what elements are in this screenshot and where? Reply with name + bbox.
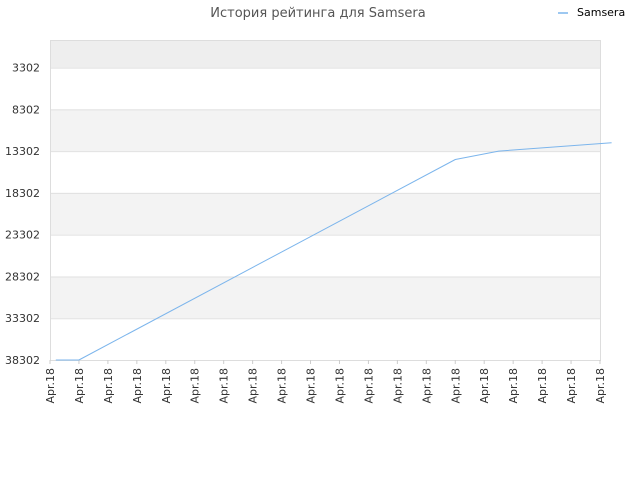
y-tick-label: 3302 [12, 62, 40, 75]
x-tick-label: Apr.18 [449, 368, 462, 404]
legend[interactable]: Samsera [558, 6, 625, 19]
y-tick-label: 28302 [5, 270, 40, 283]
x-tick-label: Apr.18 [565, 368, 578, 404]
x-tick-label: Apr.18 [276, 368, 289, 404]
series-layer [55, 142, 612, 361]
y-axis-tick-labels: 3302 8302 13302 18302 23302 28302 33302 38302 [5, 62, 40, 367]
x-tick-label: Apr.18 [333, 368, 346, 404]
legend-label: Samsera [577, 6, 625, 19]
x-tick-label: Apr.18 [160, 368, 173, 404]
y-tick-label: 33302 [5, 312, 40, 325]
y-tick-label: 38302 [5, 354, 40, 367]
x-tick-label: Apr.18 [218, 368, 231, 404]
x-tick-label: Apr.18 [189, 368, 202, 404]
plot-border [50, 40, 601, 361]
plot-band [50, 318, 600, 360]
x-axis-tick-labels: Apr.18 Apr.18 Apr.18 Apr.18 Apr.18 Apr.18 Apr.… [44, 360, 607, 404]
x-tick-label: Apr.18 [507, 368, 520, 404]
y-tick-label: 18302 [5, 187, 40, 200]
x-tick-label: Apr.18 [131, 368, 144, 404]
x-tick-label: Apr.18 [536, 368, 549, 404]
x-tick-label: Apr.18 [73, 368, 86, 404]
plot-band [50, 192, 600, 235]
x-tick-label: Apr.18 [44, 368, 57, 404]
plot-band [50, 234, 600, 277]
y-tick-label: 13302 [5, 145, 40, 158]
x-tick-label: Apr.18 [102, 368, 115, 404]
plot-band [50, 67, 600, 110]
y-tick-label: 23302 [5, 229, 40, 242]
series-line-samsera [55, 142, 612, 361]
plot-bands [50, 40, 600, 360]
plot-band [50, 151, 600, 193]
x-tick-label: Apr.18 [391, 368, 404, 404]
x-tick-label: Apr.18 [478, 368, 491, 404]
x-tick-label: Apr.18 [362, 368, 375, 404]
plot-band [50, 109, 600, 152]
plot-band [50, 40, 600, 68]
chart-title: История рейтинга для Samsera [210, 6, 425, 21]
x-tick-label: Apr.18 [420, 368, 433, 404]
plot-band [50, 276, 600, 319]
x-tick-label: Apr.18 [594, 368, 607, 404]
x-tick-label: Apr.18 [305, 368, 318, 404]
x-tick-label: Apr.18 [247, 368, 260, 404]
y-tick-label: 8302 [12, 103, 40, 116]
